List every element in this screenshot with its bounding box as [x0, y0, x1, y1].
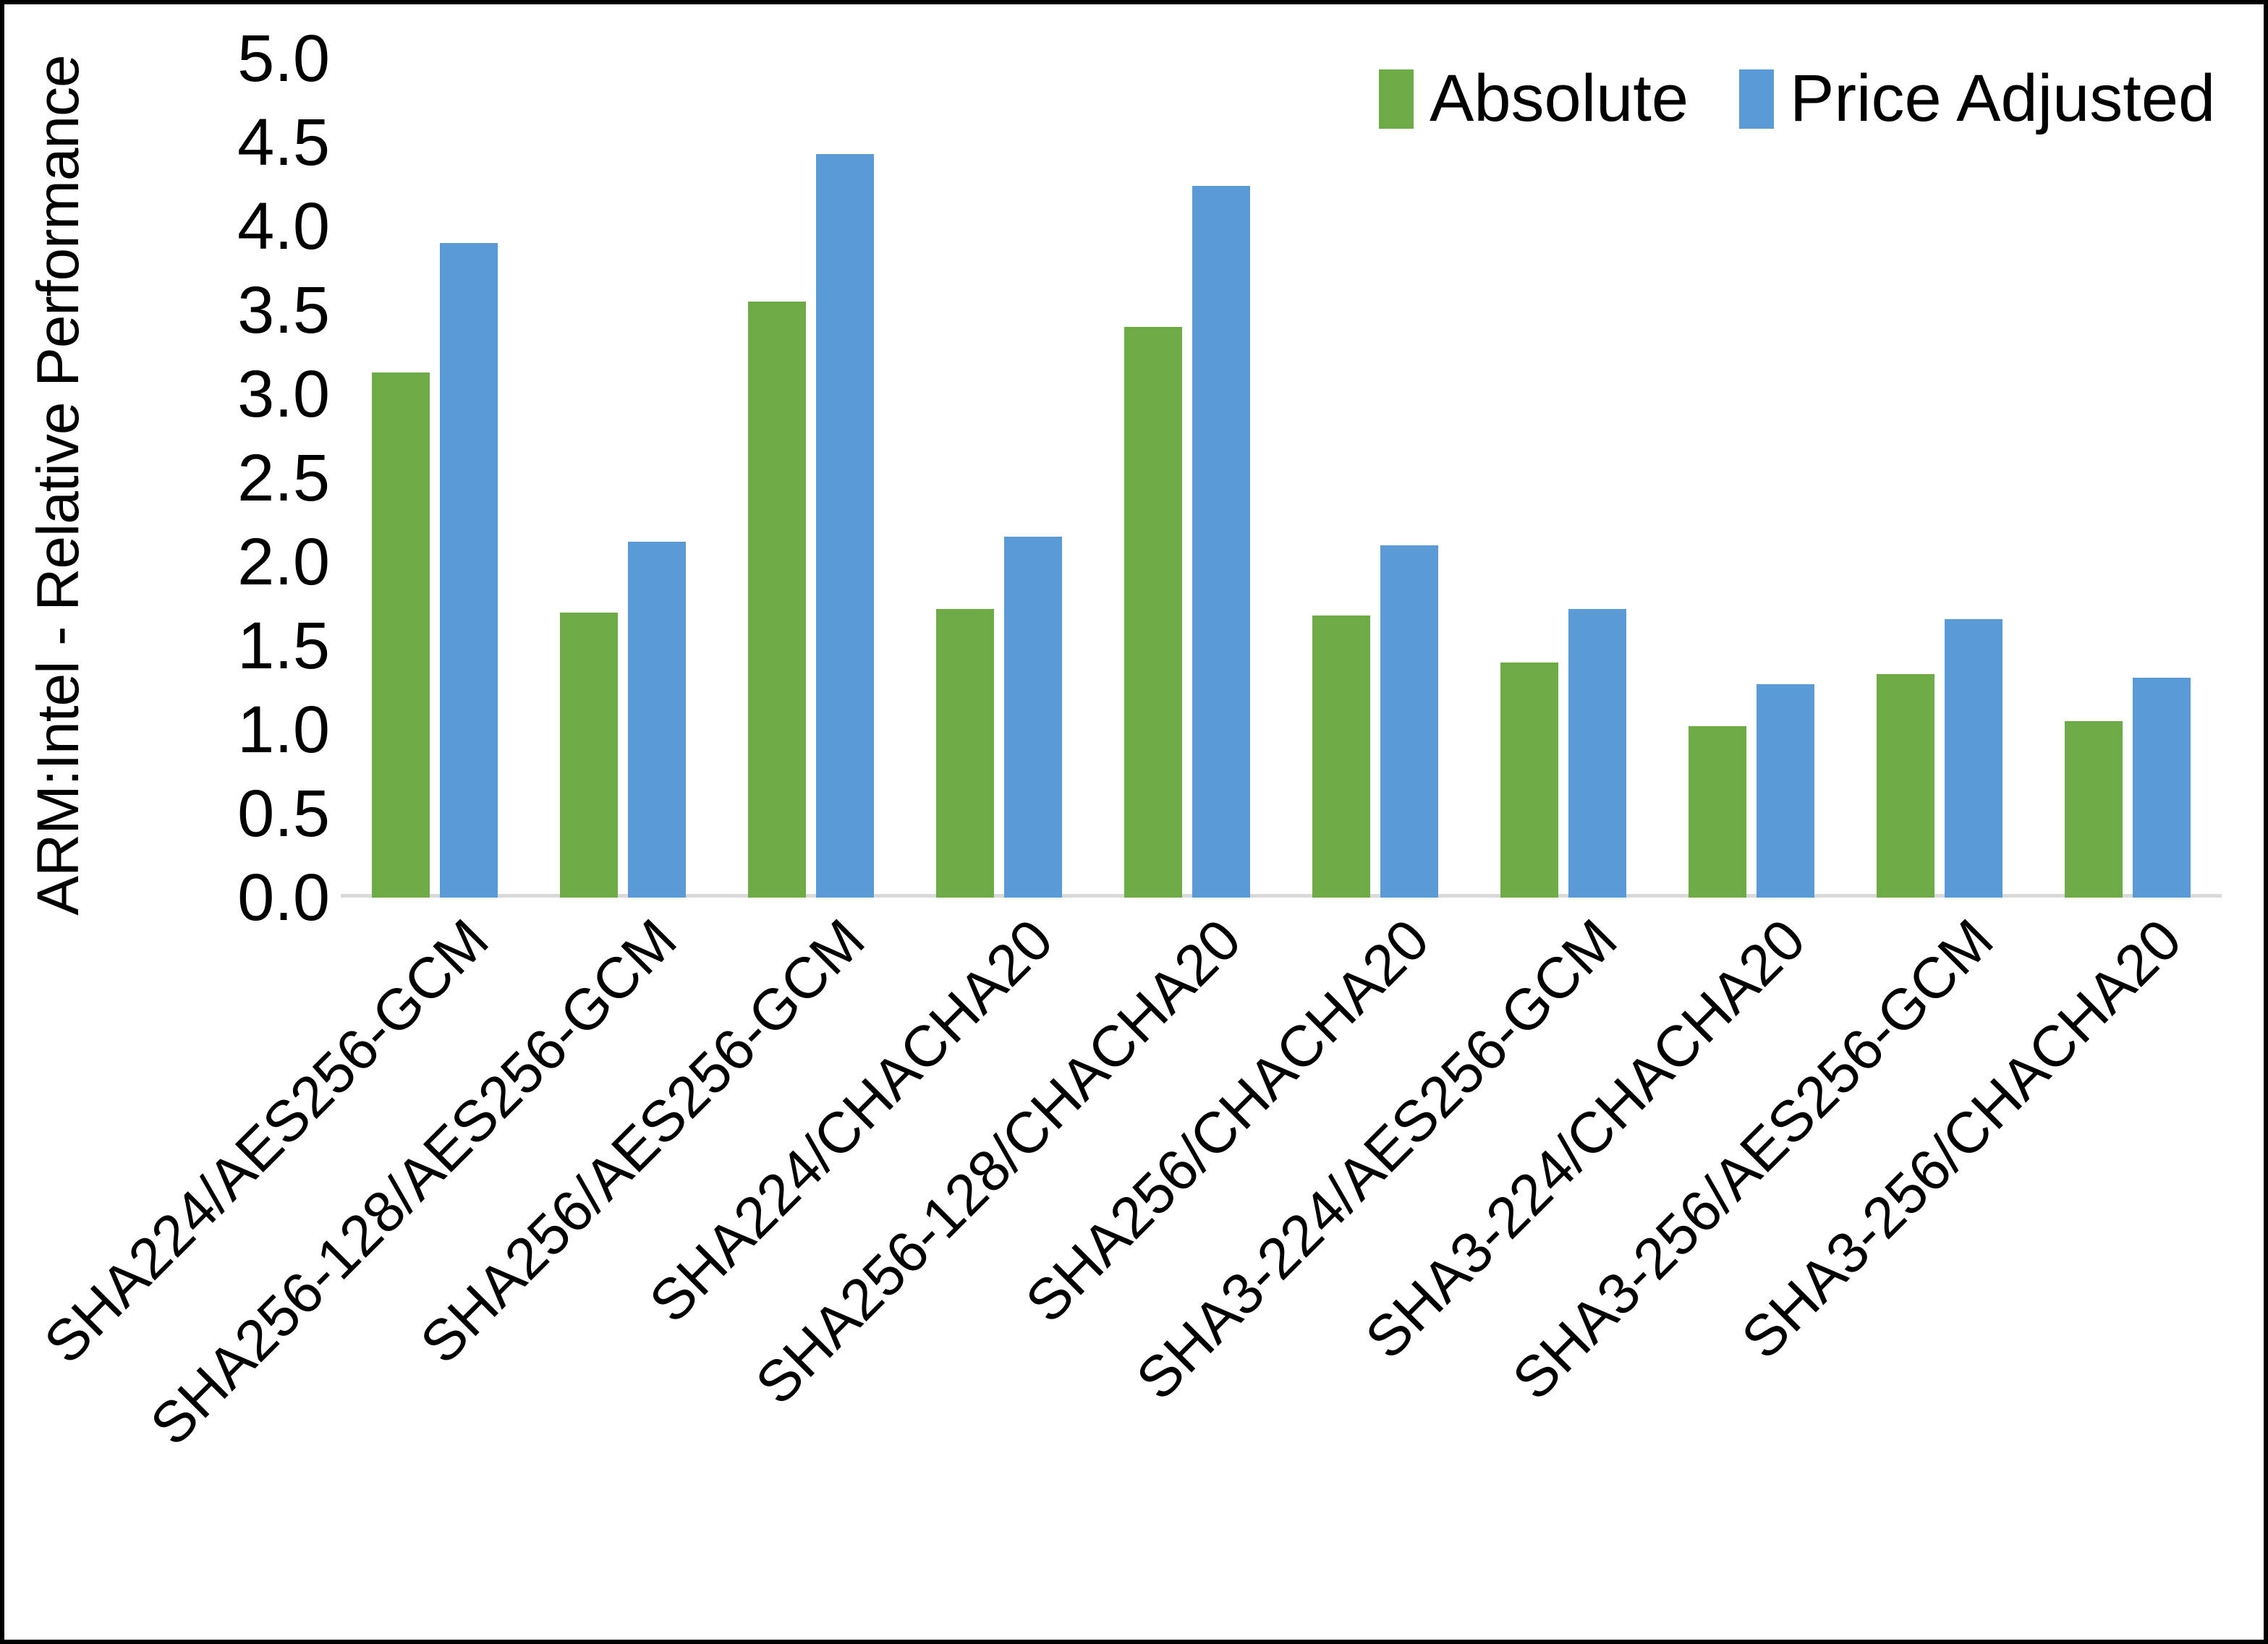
bar-group	[1281, 59, 1469, 898]
plot-area	[341, 59, 2222, 898]
legend-entry[interactable]: Price Adjusted	[1739, 61, 2215, 137]
y-axis-tick-label: 4.0	[237, 189, 330, 263]
bar-price-adjusted[interactable]	[816, 154, 874, 898]
y-axis-tick-label: 3.5	[237, 273, 330, 347]
bar-group	[1469, 59, 1657, 898]
bar-group	[2034, 59, 2222, 898]
y-axis-tick-label: 1.5	[237, 609, 330, 683]
legend-label: Absolute	[1430, 61, 1689, 135]
bar-absolute[interactable]	[2065, 721, 2123, 898]
bar-price-adjusted[interactable]	[1757, 684, 1814, 898]
bar-price-adjusted[interactable]	[2133, 678, 2191, 898]
legend-entry[interactable]: Absolute	[1379, 61, 1689, 137]
bar-group	[529, 59, 717, 898]
bar-group	[1846, 59, 2034, 898]
bar-group	[905, 59, 1093, 898]
y-axis-tick-label: 0.0	[237, 861, 330, 934]
y-axis-title-text: ARM:Intel - Relative Performance	[25, 55, 91, 916]
bar-group	[1093, 59, 1281, 898]
bar-price-adjusted[interactable]	[440, 243, 498, 898]
y-axis-tick-label: 2.0	[237, 525, 330, 599]
y-axis-title: ARM:Intel - Relative Performance	[4, 4, 113, 966]
bar-price-adjusted[interactable]	[1945, 618, 2002, 898]
bar-price-adjusted[interactable]	[628, 542, 686, 898]
bar-group	[341, 59, 529, 898]
bar-price-adjusted[interactable]	[1380, 545, 1438, 898]
bar-absolute[interactable]	[936, 608, 994, 898]
bar-absolute[interactable]	[1689, 726, 1746, 898]
bar-price-adjusted[interactable]	[1004, 537, 1062, 898]
y-axis-tick-label: 5.0	[237, 22, 330, 95]
y-axis-tick-label: 1.0	[237, 693, 330, 767]
chart-legend: Absolute Price Adjusted	[1379, 61, 2215, 137]
bar-absolute[interactable]	[1500, 663, 1558, 898]
bar-group	[1657, 59, 1846, 898]
bar-group	[717, 59, 905, 898]
bar-absolute[interactable]	[748, 302, 806, 898]
y-axis-tick-label: 4.5	[237, 106, 330, 179]
bar-absolute[interactable]	[1124, 327, 1182, 898]
bar-price-adjusted[interactable]	[1192, 186, 1250, 898]
y-axis-tick-label: 2.5	[237, 441, 330, 515]
y-axis-tick-label: 3.0	[237, 357, 330, 431]
bar-price-adjusted[interactable]	[1568, 608, 1626, 898]
y-axis-tick-labels: 5.0 4.5 4.0 3.5 3.0 2.5 2.0 1.5 1.0 0.5 0.0	[160, 4, 330, 934]
bar-absolute[interactable]	[1877, 674, 1934, 898]
x-axis-baseline	[341, 894, 2222, 898]
bar-absolute[interactable]	[372, 372, 430, 898]
bar-absolute[interactable]	[560, 612, 618, 898]
y-axis-tick-label: 0.5	[237, 777, 330, 851]
x-axis-category-labels: SHA224/AES256-GCM SHA256-128/AES256-GCM SH…	[4, 907, 2264, 1559]
legend-label: Price Adjusted	[1790, 61, 2216, 135]
legend-swatch-icon	[1379, 69, 1414, 129]
bar-absolute[interactable]	[1312, 616, 1370, 898]
legend-swatch-icon	[1739, 69, 1775, 129]
